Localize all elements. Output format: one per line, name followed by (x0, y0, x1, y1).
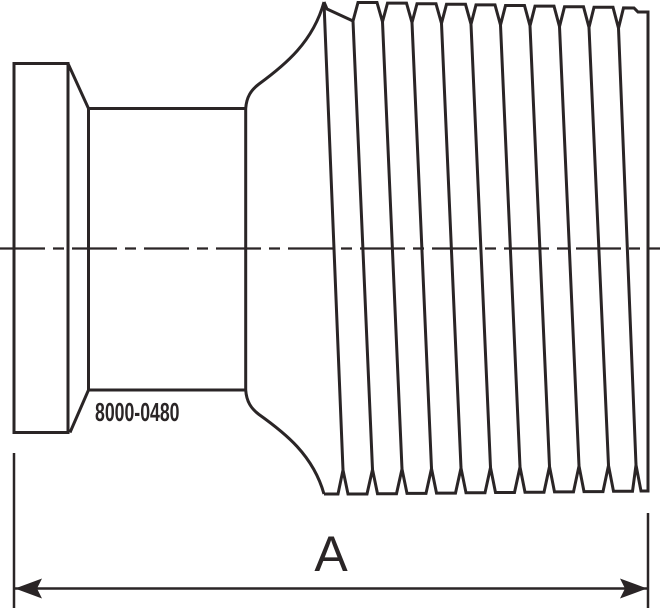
taper-top-profile (66, 62, 246, 110)
bell-flare-bottom-curve (244, 389, 326, 495)
part-number-label: 8000-0480 (95, 398, 180, 427)
dimension-a: A (12, 453, 650, 608)
dimension-a-label: A (314, 526, 348, 582)
dimension-arrow-right (620, 578, 647, 599)
bell-flare-top-curve (244, 1, 326, 109)
npt-thread-section (322, 0, 650, 496)
thread-outline (322, 0, 650, 496)
thread-flank-lines (322, 2, 638, 471)
flange-outline (12, 62, 70, 434)
body-profile (66, 1, 326, 495)
dimension-arrow-left (15, 578, 42, 599)
ferrule-flange (12, 62, 70, 434)
